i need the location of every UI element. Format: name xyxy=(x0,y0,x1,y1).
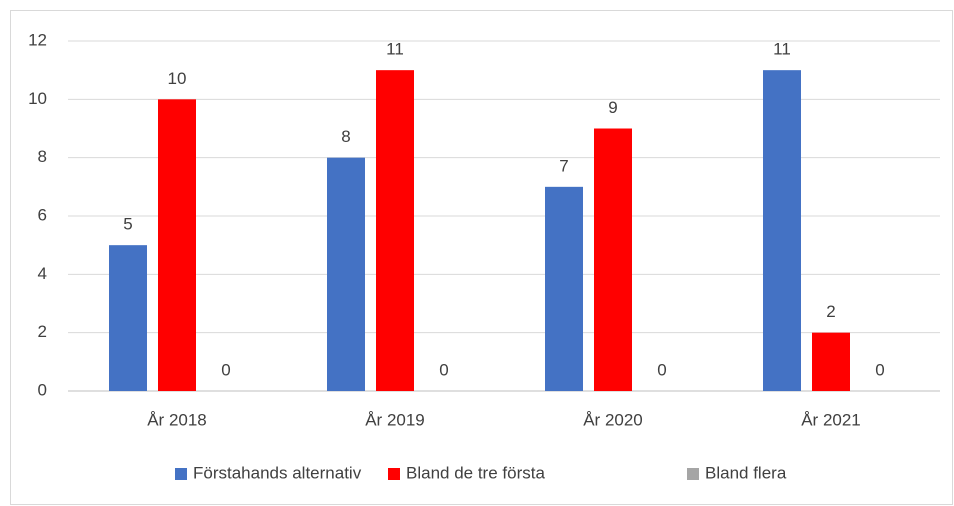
bar xyxy=(812,332,850,391)
bar xyxy=(763,70,801,392)
y-tick-label: 6 xyxy=(38,205,47,224)
bar xyxy=(545,186,583,391)
data-label: 2 xyxy=(826,302,835,321)
y-tick-label: 4 xyxy=(38,264,47,283)
legend-label: Bland flera xyxy=(705,463,787,482)
legend-label: Bland de tre första xyxy=(406,463,545,482)
data-label: 7 xyxy=(559,156,568,175)
bar xyxy=(327,157,365,391)
y-tick-label: 12 xyxy=(28,30,47,49)
legend-swatch xyxy=(175,468,187,480)
data-label: 0 xyxy=(439,360,448,379)
data-label: 11 xyxy=(773,40,791,59)
bar xyxy=(594,128,632,391)
data-label: 11 xyxy=(386,40,404,59)
x-tick-label: År 2020 xyxy=(583,410,643,429)
legend-label: Förstahands alternativ xyxy=(193,463,362,482)
x-tick-label: År 2021 xyxy=(801,410,861,429)
data-label: 8 xyxy=(341,127,350,146)
legend-swatch xyxy=(388,468,400,480)
x-tick-label: År 2019 xyxy=(365,410,425,429)
data-label: 9 xyxy=(608,98,617,117)
bar xyxy=(376,70,414,392)
data-label: 0 xyxy=(221,360,230,379)
y-tick-label: 0 xyxy=(38,380,47,399)
y-tick-label: 8 xyxy=(38,147,47,166)
y-tick-label: 10 xyxy=(28,89,47,108)
x-tick-label: År 2018 xyxy=(147,410,207,429)
data-label: 10 xyxy=(168,69,187,88)
bar xyxy=(158,99,196,391)
chart-border xyxy=(10,10,953,505)
data-label: 5 xyxy=(123,215,132,234)
legend-swatch xyxy=(687,468,699,480)
bar xyxy=(109,245,147,391)
data-label: 0 xyxy=(657,360,666,379)
data-label: 0 xyxy=(875,360,884,379)
y-tick-label: 2 xyxy=(38,322,47,341)
